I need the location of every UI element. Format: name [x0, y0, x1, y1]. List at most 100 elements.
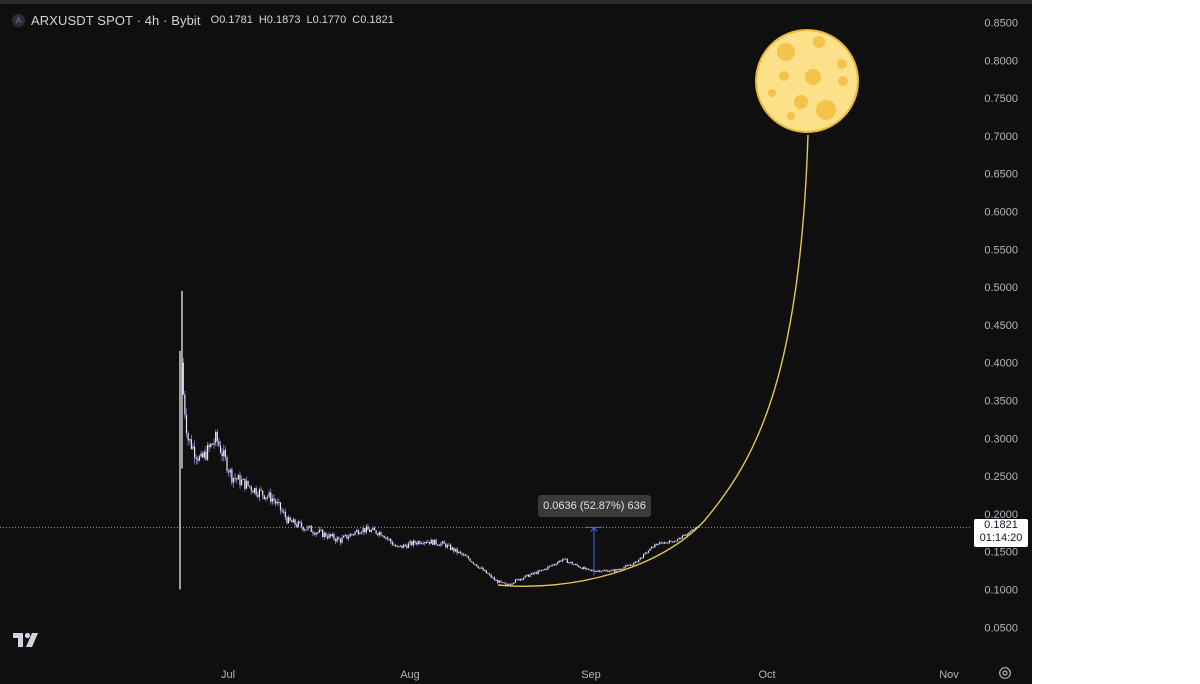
tradingview-logo-icon[interactable]: [13, 630, 43, 650]
candle: [547, 566, 549, 570]
symbol-title[interactable]: ARXUSDT SPOT · 4h · Bybit: [31, 12, 201, 28]
candle: [498, 580, 500, 583]
ohlc-open: O0.1781: [211, 14, 253, 26]
candle: [513, 582, 515, 584]
candle: [636, 561, 638, 563]
candle: [651, 546, 653, 549]
y-tick-label: 0.4000: [984, 358, 1018, 370]
candle: [312, 531, 314, 534]
candle: [492, 577, 494, 579]
price-chart[interactable]: 0.8500 0.8000 0.7500 0.7000 0.6500 0.6000 0.55…: [0, 0, 1032, 684]
candle: [469, 558, 471, 562]
last-price-tag: 0.1821 01:14:20: [974, 519, 1028, 547]
candle: [390, 538, 392, 542]
candle: [568, 562, 570, 564]
candle: [419, 541, 421, 544]
candle: [292, 519, 295, 523]
ohlc-high-value: 0.1873: [266, 14, 301, 26]
candle: [480, 567, 483, 569]
gear-icon[interactable]: [998, 666, 1012, 680]
candle: [652, 546, 654, 548]
candle: [399, 545, 402, 547]
moon-crater: [777, 43, 795, 61]
candle: [681, 535, 684, 539]
y-tick-label: 0.1000: [984, 585, 1018, 597]
y-tick-label: 0.1500: [984, 547, 1018, 559]
candle: [385, 537, 387, 539]
candle: [313, 533, 316, 535]
candle: [275, 500, 277, 504]
x-tick-label: Aug: [400, 669, 420, 681]
candle: [527, 574, 530, 577]
candle: [511, 583, 513, 585]
candle: [262, 490, 264, 496]
candle: [360, 532, 363, 534]
candle: [365, 526, 367, 533]
candle: [435, 539, 437, 545]
candle: [497, 580, 499, 583]
candle: [451, 547, 453, 550]
candle: [420, 543, 423, 545]
candle: [456, 548, 458, 553]
candle: [189, 439, 191, 441]
ohlc-close: C0.1821: [352, 14, 394, 26]
y-tick-label: 0.4500: [984, 320, 1018, 332]
candle: [475, 564, 478, 567]
moon-crater: [816, 100, 836, 120]
candle: [187, 433, 189, 441]
chart-window[interactable]: 0.8500 0.8000 0.7500 0.7000 0.6500 0.6000 0.55…: [0, 0, 1032, 684]
candle: [646, 552, 648, 554]
candle: [240, 479, 243, 486]
y-tick-label: 0.6000: [984, 207, 1018, 219]
candle: [471, 561, 473, 563]
candle: [223, 450, 225, 457]
ohlc-open-value: 0.1781: [219, 14, 253, 26]
ohlc-high: H0.1873: [259, 14, 301, 26]
candle: [561, 559, 564, 562]
candle: [414, 540, 416, 544]
moon-icon: [755, 29, 859, 133]
candle: [602, 570, 604, 572]
candle: [386, 537, 389, 539]
candle: [631, 564, 633, 566]
candle: [675, 540, 677, 542]
candle: [370, 529, 372, 532]
candle: [655, 544, 658, 546]
candle: [649, 548, 651, 551]
candle: [670, 540, 672, 542]
candle: [608, 571, 611, 573]
candle: [221, 452, 223, 457]
candle: [443, 541, 445, 544]
candle: [553, 564, 555, 566]
candle: [336, 537, 338, 542]
candle: [641, 557, 643, 559]
candle: [584, 567, 586, 570]
candle: [349, 534, 351, 537]
candle: [198, 456, 201, 461]
candle: [667, 542, 669, 544]
candle: [229, 469, 231, 473]
candle: [287, 517, 290, 524]
candle: [516, 579, 518, 581]
ohlc-low-value: 0.1770: [312, 14, 347, 26]
candle: [628, 565, 630, 567]
candle: [472, 562, 474, 564]
candle: [305, 529, 308, 531]
candle: [213, 442, 215, 445]
candle: [461, 552, 463, 555]
candle: [589, 569, 591, 571]
candle: [500, 580, 502, 582]
candle: [343, 535, 345, 538]
candle: [265, 497, 267, 500]
candle: [260, 489, 262, 491]
candle: [594, 570, 596, 572]
candle: [394, 545, 397, 547]
candle: [215, 431, 217, 443]
candle: [685, 534, 687, 536]
symbol-icon[interactable]: A: [12, 13, 25, 27]
candle: [393, 544, 395, 546]
moon-crater: [813, 36, 825, 48]
candle: [378, 532, 380, 536]
candle: [581, 567, 583, 570]
candle: [477, 566, 479, 568]
